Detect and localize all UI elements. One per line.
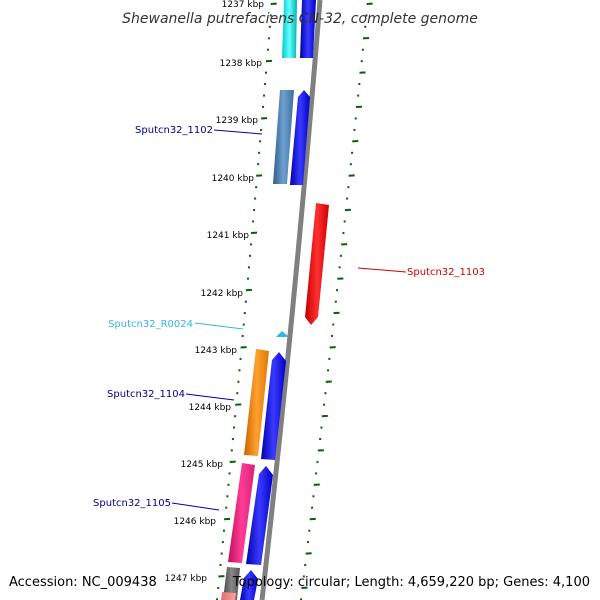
rna-marker-r0024 — [276, 331, 289, 337]
ruler-label-1237: 1237 kbp — [222, 0, 265, 10]
feature-forward-arrow-bottom — [240, 570, 258, 600]
genome-backbone — [259, 0, 323, 600]
ruler-label-1242: 1242 kbp — [201, 289, 244, 299]
feature-forward-arrow-1104 — [261, 352, 286, 460]
gene-label-1105[interactable]: Sputcn32_1105 — [93, 498, 171, 509]
leader-line-1105 — [171, 502, 220, 511]
feature-forward-arrow-1105 — [246, 466, 273, 565]
ruler-label-1240: 1240 kbp — [212, 174, 255, 184]
outer-dotted-track — [300, 2, 373, 600]
feature-steel-block — [273, 90, 294, 184]
ruler-label-1247: 1247 kbp — [165, 574, 208, 584]
leader-line-r0024 — [194, 322, 244, 330]
feature-gray-block — [223, 567, 240, 600]
feature-reverse-arrow-1103 — [305, 203, 329, 325]
genome-title: Shewanella putrefaciens CN-32, complete … — [122, 11, 478, 27]
leader-line-1103 — [357, 267, 407, 273]
accession-text: Accession: NC_009438 — [9, 575, 157, 590]
ruler-label-1241: 1241 kbp — [207, 231, 250, 241]
ruler-label-1243: 1243 kbp — [195, 346, 238, 356]
ruler-label-1238: 1238 kbp — [220, 59, 263, 69]
ruler-label-1239: 1239 kbp — [216, 116, 259, 126]
topology-text: Topology: circular; Length: 4,659,220 bp… — [232, 575, 590, 590]
feature-forward-arrow-2 — [290, 90, 310, 185]
feature-forward-arrow-1 — [300, 0, 316, 58]
feature-salmon-block — [221, 592, 236, 600]
leader-line-1104 — [185, 393, 235, 401]
ruler-label-1245: 1245 kbp — [181, 460, 224, 470]
gene-label-1102[interactable]: Sputcn32_1102 — [135, 125, 213, 136]
ruler-label-1246: 1246 kbp — [174, 517, 217, 527]
gene-label-1103[interactable]: Sputcn32_1103 — [407, 267, 485, 278]
gene-label-1104[interactable]: Sputcn32_1104 — [107, 389, 185, 400]
feature-orange-block — [244, 349, 269, 456]
ruler-label-1244: 1244 kbp — [189, 403, 232, 413]
feature-pink-block — [228, 463, 255, 563]
leader-line-1102 — [213, 129, 263, 135]
ruler-dotted-track — [216, 2, 277, 600]
feature-cyan-block — [282, 0, 297, 58]
gene-label-r0024[interactable]: Sputcn32_R0024 — [108, 319, 193, 330]
